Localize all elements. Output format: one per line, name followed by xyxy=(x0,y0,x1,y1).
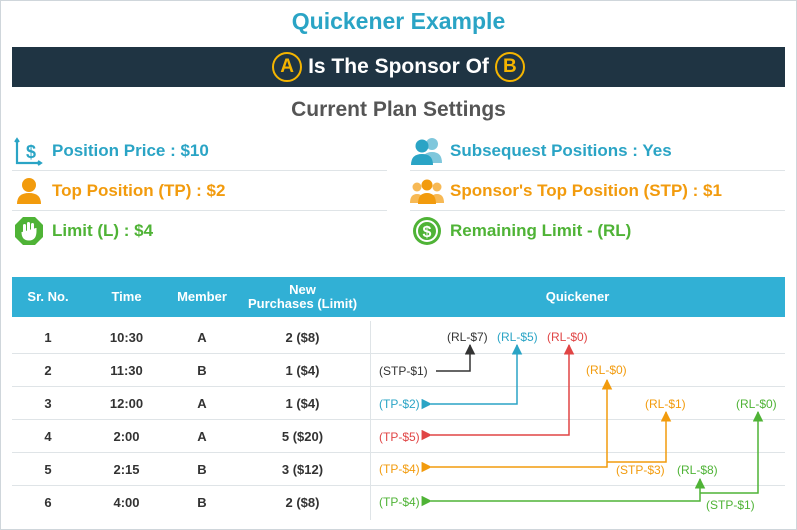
column-divider xyxy=(370,321,371,520)
flow-line-dark xyxy=(436,343,476,372)
sponsor-banner: A Is The Sponsor Of B xyxy=(12,47,785,87)
header-sr-no: Sr. No. xyxy=(27,289,69,304)
header-member: Member xyxy=(177,289,227,304)
plan-settings: $ Position Price : $10 Top Position (TP)… xyxy=(12,131,785,261)
member-a-badge: A xyxy=(272,52,303,82)
setting-limit: Limit (L) : $4 xyxy=(12,211,387,251)
quickener-label: (TP-$2) xyxy=(379,397,420,411)
quickener-label: (TP-$4) xyxy=(379,495,420,509)
table-header: Sr. No. Time Member New Purchases (Limit… xyxy=(12,277,785,317)
cell-time: 12:00 xyxy=(109,396,144,411)
setting-position-price: $ Position Price : $10 xyxy=(12,131,387,171)
header-purchases: New Purchases (Limit) xyxy=(235,277,370,317)
section-title: Current Plan Settings xyxy=(291,98,506,121)
group-icon xyxy=(410,176,444,206)
cell-purchases: 1 ($4) xyxy=(285,363,320,378)
quickener-label: (TP-$5) xyxy=(379,430,420,444)
svg-text:$: $ xyxy=(26,142,36,162)
setting-label: Sponsor's Top Position (STP) : $1 xyxy=(450,180,722,200)
setting-subsequent-positions: Subsequest Positions : Yes xyxy=(410,131,785,171)
settings-right-column: Subsequest Positions : Yes Sponsor's Top… xyxy=(410,131,785,251)
cell-purchases: 1 ($4) xyxy=(285,396,320,411)
quickener-label: (RL-$1) xyxy=(645,397,686,411)
cell-sr: 5 xyxy=(44,462,52,477)
cell-time: 11:30 xyxy=(110,363,143,378)
quickener-label: (RL-$0) xyxy=(586,363,627,377)
cell-time: 10:30 xyxy=(109,330,144,345)
cell-sr: 1 xyxy=(44,330,52,345)
cell-member: A xyxy=(197,330,207,345)
setting-label: Top Position (TP) : $2 xyxy=(52,180,226,200)
quickener-label: (RL-$7) xyxy=(447,330,488,344)
quickener-label: (RL-$0) xyxy=(736,397,777,411)
cell-member: B xyxy=(197,363,207,378)
flow-line-orange-b xyxy=(607,410,672,463)
table-row: 1 10:30 A 2 ($8) xyxy=(12,321,785,354)
settings-left-column: $ Position Price : $10 Top Position (TP)… xyxy=(12,131,387,251)
setting-sponsor-top-position: Sponsor's Top Position (STP) : $1 xyxy=(410,171,785,211)
stop-hand-icon xyxy=(12,216,46,246)
setting-label: Remaining Limit - (RL) xyxy=(450,221,632,240)
header-purchases-line2: Purchases (Limit) xyxy=(247,296,358,311)
quickener-label: (RL-$5) xyxy=(497,330,538,344)
cell-time: 4:00 xyxy=(113,495,140,510)
setting-remaining-limit: $ Remaining Limit - (RL) xyxy=(410,211,785,251)
flow-line-orange-a xyxy=(421,378,613,473)
cell-purchases: 5 ($20) xyxy=(281,429,324,444)
user-icon xyxy=(12,176,46,206)
header-quickener: Quickener xyxy=(545,289,610,304)
cell-sr: 4 xyxy=(44,429,52,444)
cell-member: A xyxy=(197,429,207,444)
svg-text:$: $ xyxy=(423,224,432,241)
dollar-circle-icon: $ xyxy=(410,216,444,246)
setting-top-position: Top Position (TP) : $2 xyxy=(12,171,387,211)
flow-line-green-a xyxy=(421,477,706,507)
setting-label: Limit (L) : $4 xyxy=(52,221,154,240)
table-row: 4 2:00 A 5 ($20) xyxy=(12,420,785,453)
page-title: Quickener Example xyxy=(291,8,506,34)
cell-sr: 3 xyxy=(44,396,52,411)
quickener-label: (RL-$0) xyxy=(547,330,588,344)
cell-member: B xyxy=(197,462,207,477)
cell-purchases: 2 ($8) xyxy=(285,495,320,510)
cell-time: 2:15 xyxy=(113,462,140,477)
table-row: 6 4:00 B 2 ($8) xyxy=(12,486,785,519)
cell-purchases: 3 ($12) xyxy=(281,462,324,477)
flow-line-red xyxy=(421,343,575,441)
cell-member: A xyxy=(197,396,207,411)
header-purchases-line1: New xyxy=(289,282,316,297)
cell-member: B xyxy=(197,495,207,510)
cell-purchases: 2 ($8) xyxy=(285,330,320,345)
table-row: 2 11:30 B 1 ($4) xyxy=(12,354,785,387)
setting-label: Position Price : $10 xyxy=(52,140,209,160)
flow-line-green-b xyxy=(700,410,764,494)
member-b-badge: B xyxy=(494,52,525,82)
cell-sr: 2 xyxy=(44,363,52,378)
cell-sr: 6 xyxy=(44,495,52,510)
quickener-label: (STP-$3) xyxy=(616,463,665,477)
quickener-label: (STP-$1) xyxy=(379,364,428,378)
users-icon xyxy=(410,136,444,166)
table-row: 3 12:00 A 1 ($4) xyxy=(12,387,785,420)
quickener-label: (STP-$1) xyxy=(706,498,755,512)
header-time: Time xyxy=(111,289,142,304)
quickener-label: (TP-$4) xyxy=(379,462,420,476)
setting-label: Subsequest Positions : Yes xyxy=(450,140,672,160)
quickener-label: (RL-$8) xyxy=(677,463,718,477)
table-row: 5 2:15 B 3 ($12) xyxy=(12,453,785,486)
cell-time: 2:00 xyxy=(113,429,140,444)
flow-line-blue xyxy=(421,343,523,410)
banner-text: Is The Sponsor Of xyxy=(308,55,489,78)
price-chart-icon: $ xyxy=(12,136,46,166)
